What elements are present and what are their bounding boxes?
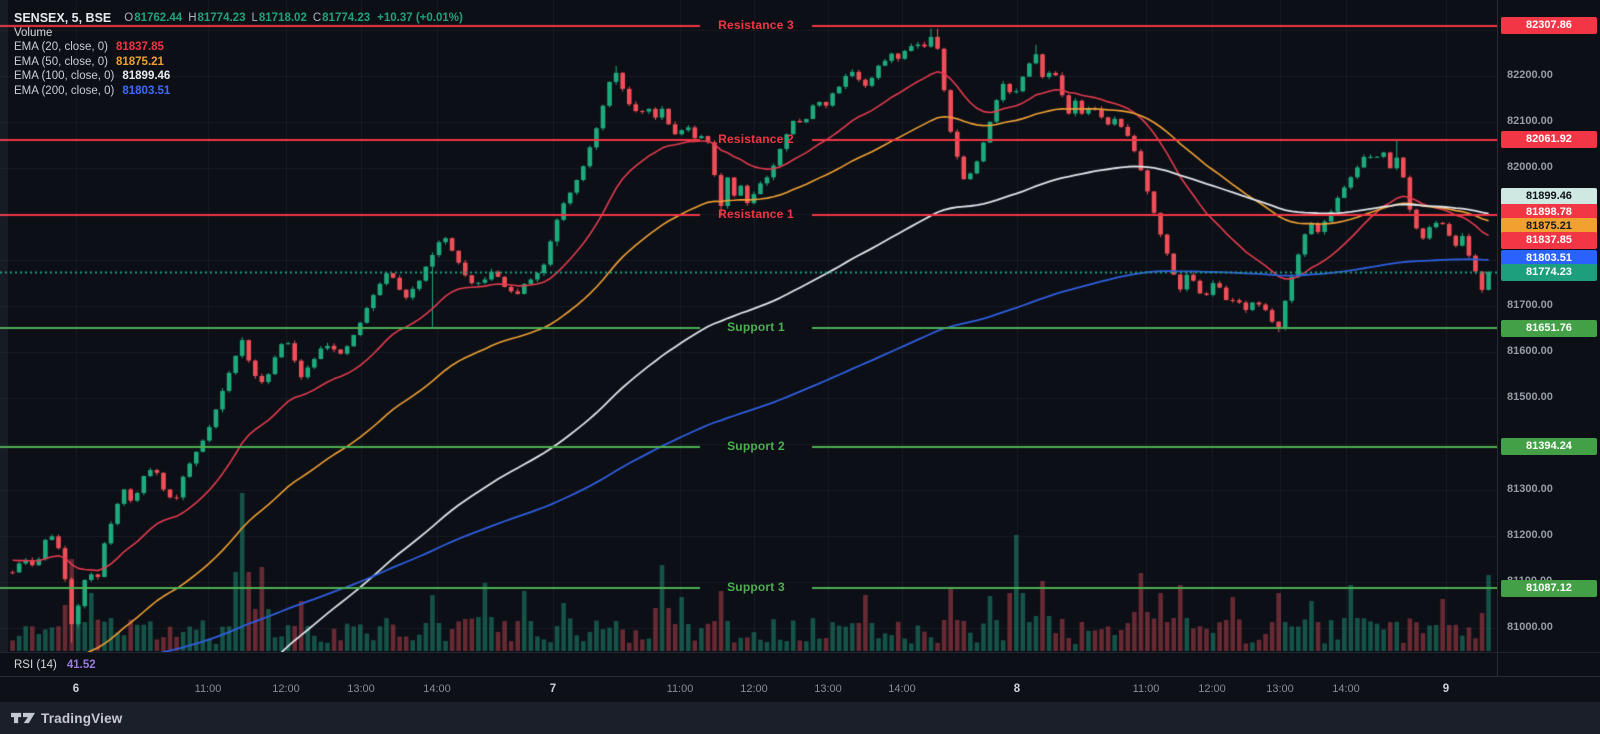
ema-label: EMA (20, close, 0) [14, 41, 108, 54]
price-badge: 81899.46 [1501, 188, 1597, 205]
ohlc-open-value: 81762.44 [134, 12, 183, 24]
time-label-hour: 13:00 [814, 683, 842, 695]
price-badge: 81651.76 [1501, 320, 1597, 337]
ohlc-close-key: C [312, 12, 322, 24]
ohlc-low-key: L [251, 12, 258, 24]
price-axis[interactable]: 82200.00 82100.00 82000.00 81700.00 81600.00… [1497, 0, 1600, 676]
rsi-value: 41.52 [66, 659, 96, 671]
time-label-day: 9 [1442, 683, 1450, 695]
price-badge: 81875.21 [1501, 218, 1597, 235]
price-badge: 81394.24 [1501, 438, 1597, 455]
time-label-hour: 14:00 [888, 683, 916, 695]
symbol-title: SENSEX, 5, BSE [14, 11, 112, 25]
symbol-header[interactable]: SENSEX, 5, BSE O 81762.44 H 81774.23 L 8… [14, 11, 463, 26]
time-label-hour: 11:00 [666, 683, 694, 695]
ema-value: 81875.21 [115, 55, 164, 68]
time-label-hour: 12:00 [272, 683, 300, 695]
time-label-hour: 13:00 [347, 683, 375, 695]
legend-ema-100[interactable]: EMA (100, close, 0) 81899.46 [14, 69, 463, 84]
price-badge: 82307.86 [1501, 17, 1597, 34]
ohlc-close-value: 81774.23 [322, 12, 371, 24]
time-label-hour: 12:00 [740, 683, 768, 695]
ema-label: EMA (100, close, 0) [14, 70, 115, 83]
price-axis-label: 81500.00 [1507, 391, 1553, 403]
price-badge: 81087.12 [1501, 580, 1597, 597]
footer: TradingView [0, 702, 1600, 734]
ema-label: EMA (50, close, 0) [14, 55, 108, 68]
ohlc-high-value: 81774.23 [197, 12, 246, 24]
price-axis-label: 81200.00 [1507, 529, 1553, 541]
legend-ema-20[interactable]: EMA (20, close, 0) 81837.85 [14, 40, 463, 55]
time-label-hour: 13:00 [1266, 683, 1294, 695]
legend-ema-200[interactable]: EMA (200, close, 0) 81803.51 [14, 84, 463, 99]
ema-value: 81899.46 [122, 70, 171, 83]
time-axis[interactable]: 6 11:00 12:00 13:00 14:00 7 11:00 12:00 13:00 14:… [0, 676, 1600, 703]
time-label-hour: 11:00 [1132, 683, 1160, 695]
rsi-label: RSI (14) [14, 659, 57, 671]
time-label-day: 7 [549, 683, 557, 695]
time-label-hour: 14:00 [1332, 683, 1360, 695]
chart-legend: SENSEX, 5, BSE O 81762.44 H 81774.23 L 8… [14, 11, 463, 99]
price-change: +10.37 (+0.01%) [377, 12, 463, 24]
ema-label: EMA (200, close, 0) [14, 84, 115, 97]
ema-value: 81803.51 [122, 84, 171, 97]
left-edge-strip [0, 0, 8, 652]
price-badge: 81837.85 [1501, 232, 1597, 249]
candlestick-chart[interactable] [0, 0, 1497, 652]
volume-label: Volume [14, 26, 53, 39]
time-label-day: 8 [1013, 683, 1021, 695]
rsi-pane[interactable]: RSI (14) 41.52 [0, 652, 1600, 677]
time-label-hour: 14:00 [423, 683, 451, 695]
price-axis-label: 81000.00 [1507, 621, 1553, 633]
legend-volume[interactable]: Volume [14, 26, 463, 41]
price-axis-label: 82200.00 [1507, 69, 1553, 81]
price-axis-label: 82000.00 [1507, 161, 1553, 173]
price-badge: 81774.23 [1501, 264, 1597, 281]
price-axis-label: 81300.00 [1507, 483, 1553, 495]
price-badge: 82061.92 [1501, 131, 1597, 148]
tradingview-logo-icon[interactable] [11, 711, 35, 725]
ohlc-high-key: H [188, 12, 197, 24]
time-label-hour: 11:00 [194, 683, 222, 695]
time-label-hour: 12:00 [1198, 683, 1226, 695]
tradingview-brand-text[interactable]: TradingView [41, 710, 123, 726]
ema-value: 81837.85 [115, 41, 164, 54]
legend-ema-50[interactable]: EMA (50, close, 0) 81875.21 [14, 55, 463, 70]
price-badge: 81803.51 [1501, 250, 1597, 267]
ohlc-low-value: 81718.02 [258, 12, 307, 24]
price-axis-label: 82100.00 [1507, 115, 1553, 127]
price-badge: 81898.78 [1501, 204, 1597, 221]
price-axis-label: 81700.00 [1507, 299, 1553, 311]
price-axis-label: 81600.00 [1507, 345, 1553, 357]
time-label-day: 6 [72, 683, 80, 695]
ohlc-open-key: O [124, 12, 134, 24]
